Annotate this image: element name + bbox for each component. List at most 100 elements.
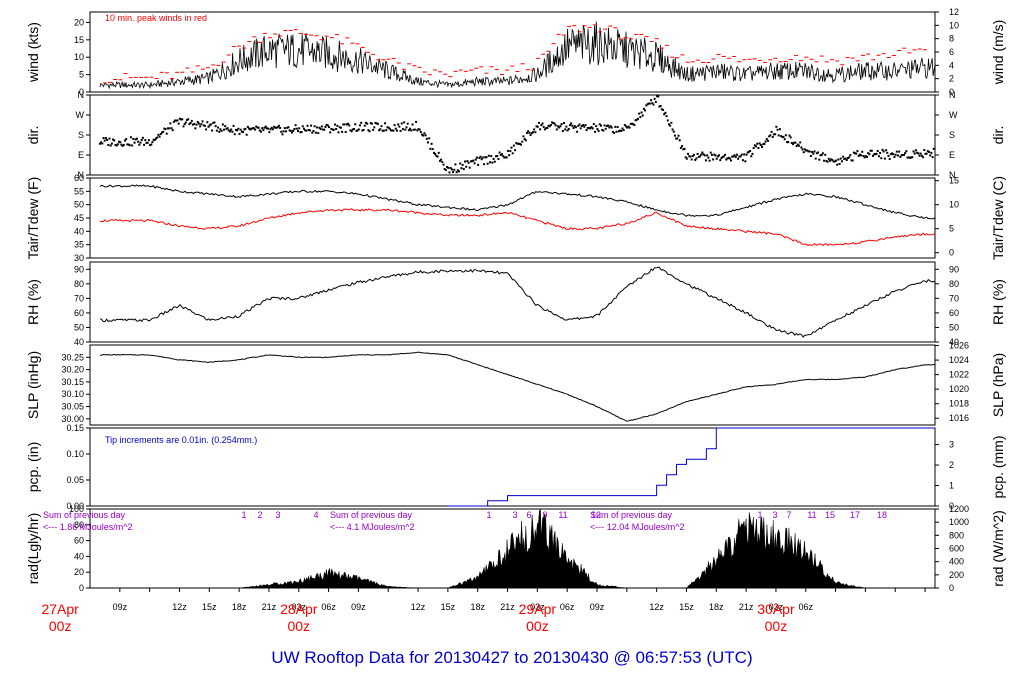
ytick-label: 1200 [949,504,969,514]
dir-point [665,115,668,118]
dir-point [886,151,889,154]
dir-point [632,123,635,126]
dir-point [574,126,577,129]
dir-point [102,137,105,140]
dir-point [707,156,710,159]
ytick-label: 2 [949,74,954,84]
dir-point [296,130,299,133]
dir-point [860,154,863,157]
dir-point [147,139,150,142]
dir-point [887,154,890,157]
dir-point [762,143,765,146]
dir-point [843,158,846,161]
ytick-label: 1026 [949,341,969,351]
dir-point [636,117,639,120]
dir-point [534,131,537,134]
dir-point [842,155,845,158]
dir-point [119,141,122,144]
ytick-label: 0.05 [66,475,84,485]
ytick-label: 6 [949,47,954,57]
dir-point [617,130,620,133]
dir-point [231,130,234,133]
ytick-label: 1024 [949,355,969,365]
dir-point [622,129,625,132]
dir-point [635,118,638,121]
dir-point [777,134,780,137]
ytick-label: 5 [949,224,954,234]
ylabel-right: Tair/Tdew (C) [990,176,1006,260]
dir-point [664,111,667,114]
dir-point [932,147,935,150]
dir-point [603,124,606,127]
hour-mark: 9 [542,510,547,520]
day-label: 30Apr [757,601,795,617]
dir-point [98,142,101,145]
ytick-label: 50 [74,200,84,210]
dir-point [558,126,561,129]
xtick-label: 18z [470,602,485,612]
dir-point [852,151,855,154]
ytick-label: E [949,150,955,160]
dir-point [900,154,903,157]
ytick-label: 30.00 [61,414,84,424]
dir-point [442,163,445,166]
dir-point [459,162,462,165]
dir-point [483,163,486,166]
dir-point [720,157,723,160]
ytick-label: 60 [74,173,84,183]
dir-point [526,131,529,134]
ytick-label: 90 [949,264,959,274]
dir-point [379,128,382,131]
ytick-label: 10 [74,52,84,62]
xtick-label: 21z [500,602,515,612]
dir-point [453,168,456,171]
ylabel-left: pcp. (in) [25,442,41,493]
dir-point [719,159,722,162]
dir-point [808,150,811,153]
ylabel-left: dir. [25,126,41,145]
ytick-label: 40 [74,226,84,236]
dir-point [654,100,657,103]
dir-point [494,155,497,158]
ytick-label: 1020 [949,384,969,394]
dir-point [854,152,857,155]
dir-point [194,127,197,130]
dir-point [168,127,171,130]
dir-point [571,124,574,127]
dir-point [209,123,212,126]
dir-point [317,132,320,135]
dir-point [112,138,115,141]
dir-point [619,129,622,132]
dir-point [910,156,913,159]
xtick-label: 03z [292,602,307,612]
dir-point [354,123,357,126]
dir-point [255,125,258,128]
dir-point [931,156,934,159]
dir-point [548,125,551,128]
dir-point [118,140,121,143]
pcp-line [149,427,935,507]
dir-point [291,131,294,134]
dir-point [819,154,822,157]
dir-point [368,130,371,133]
dir-point [463,160,466,163]
dir-point [926,150,929,153]
dir-point [310,124,313,127]
dir-point [274,126,277,129]
dir-point [695,157,698,160]
dir-point [650,99,653,102]
dir-point [713,153,716,156]
rad-annotation: Sum of previous day [43,510,126,520]
xtick-label: 21z [262,602,277,612]
dir-point [681,145,684,148]
dir-point [749,150,752,153]
dir-point [666,119,669,122]
dir-point [207,125,210,128]
ytick-label: W [949,110,958,120]
dir-point [180,118,183,121]
ytick-label: 0 [949,87,954,97]
dir-point [796,143,799,146]
dir-point [355,129,358,132]
dir-point [417,128,420,131]
ytick-label: 12 [949,7,959,17]
